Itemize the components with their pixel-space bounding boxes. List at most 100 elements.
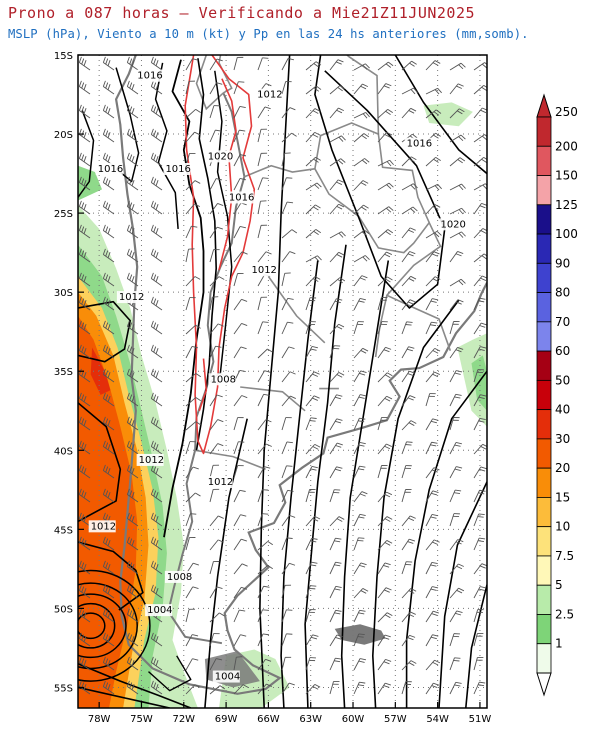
coastline (114, 55, 487, 695)
wind-barb (305, 443, 321, 455)
colorbar-swatch-4 (536, 233, 552, 264)
wind-barb (281, 633, 293, 647)
wind-barb (78, 176, 91, 191)
isobar (198, 358, 208, 412)
wind-barb (425, 610, 439, 623)
wind-barb (377, 229, 394, 239)
wind-barb (449, 370, 463, 383)
lat-label-15S: 15S (54, 51, 73, 62)
wind-barb (126, 176, 139, 191)
wind-barb (305, 537, 318, 551)
wind-barb (353, 465, 366, 479)
isobar-label-11: 1012 (139, 455, 164, 466)
wind-barb (329, 657, 342, 671)
colorbar-swatch-12 (536, 467, 552, 498)
wind-barb (353, 255, 370, 263)
wind-barb (233, 489, 246, 503)
wind-barb (473, 513, 485, 527)
wind-barb (473, 228, 487, 239)
wind-barb (257, 585, 270, 599)
wind-barb (329, 418, 343, 431)
wind-barb (329, 394, 343, 407)
wind-barb (126, 248, 139, 263)
wind-barb (449, 183, 466, 191)
wind-barb (305, 85, 322, 95)
wind-barb (185, 608, 196, 623)
wind-barb (329, 298, 343, 311)
wind-barb (305, 515, 321, 527)
wind-barb (209, 105, 220, 119)
wind-barb (305, 297, 317, 311)
lon-label-72W: 72W (172, 714, 195, 725)
isobar-label-4: 1020 (208, 151, 233, 162)
wind-barb (185, 373, 202, 383)
wind-barb (102, 176, 115, 191)
wind-barb (281, 58, 295, 71)
isobar (214, 70, 233, 373)
wind-barb (281, 177, 293, 191)
wind-barb (353, 370, 367, 383)
wind-barb (78, 224, 91, 239)
colorbar-swatch-10 (536, 409, 552, 440)
wind-barb (185, 276, 201, 287)
colorbar-label-11: 30 (555, 432, 570, 446)
wind-barb (425, 514, 438, 527)
wind-barb (209, 203, 224, 215)
wind-barb (377, 465, 388, 479)
wind-barb (78, 104, 91, 119)
wind-barb (78, 152, 91, 167)
wind-barb (329, 179, 344, 191)
wind-barb (209, 561, 220, 575)
wind-barb (150, 56, 163, 71)
wind-barb (473, 394, 487, 407)
wind-barb (78, 584, 91, 599)
wind-barb (150, 152, 163, 167)
wind-barb (449, 587, 465, 599)
wind-barb (150, 560, 163, 575)
wind-barb (377, 491, 393, 503)
wind-barb (449, 489, 462, 503)
wind-barb (329, 251, 345, 263)
wind-barb (353, 491, 368, 503)
isobar (78, 300, 131, 363)
colorbar-swatch-1 (536, 145, 552, 176)
wind-barb (449, 207, 466, 215)
colorbar-label-18: 1 (555, 637, 563, 651)
wind-barb (233, 298, 248, 311)
low-pressure-ring-0 (78, 612, 106, 640)
wind-barb (150, 488, 163, 503)
wind-barb (281, 251, 296, 263)
wind-barb (281, 395, 296, 407)
map-frame (77, 54, 488, 709)
isobar (314, 55, 446, 309)
wind-barb (473, 466, 487, 479)
isobar (148, 655, 192, 692)
isobar-label-bg (145, 604, 173, 617)
wind-barb (185, 684, 201, 695)
colorbar-swatch-9 (536, 379, 552, 411)
wind-barb (281, 371, 296, 383)
wind-barb (449, 610, 463, 623)
wind-barb (473, 632, 484, 647)
colorbar-label-13: 15 (555, 490, 570, 504)
wind-barb (150, 128, 163, 143)
wind-barb (78, 392, 91, 407)
colorbar-label-12: 20 (555, 461, 570, 475)
wind-barb (449, 134, 466, 143)
wind-barb (425, 276, 441, 287)
wind-barb (126, 344, 139, 359)
wind-barb (78, 656, 91, 671)
wind-barb (401, 420, 417, 431)
colorbar-label-17: 2.5 (555, 607, 574, 621)
wind-barb (126, 104, 139, 119)
wind-barb (257, 419, 272, 431)
wind-barb (281, 297, 294, 311)
wind-barb (78, 296, 91, 311)
wind-barb (377, 321, 388, 335)
isobar (78, 686, 170, 708)
wind-barb (305, 321, 316, 335)
wind-barb (329, 634, 343, 647)
wind-barb (305, 417, 317, 431)
wind-barb (281, 584, 292, 599)
isobar-label-bg (163, 163, 191, 176)
